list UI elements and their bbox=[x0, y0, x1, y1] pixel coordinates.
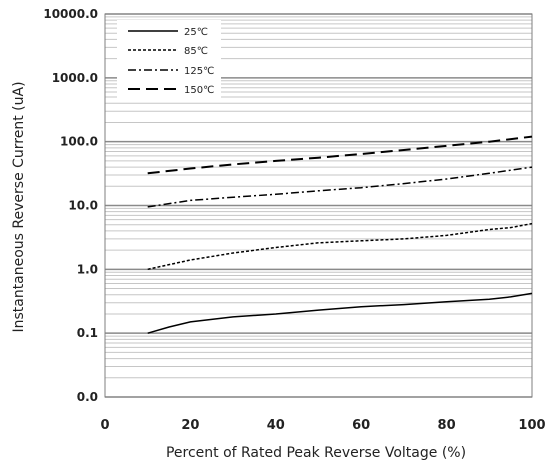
x-tick-label: 0 bbox=[100, 418, 109, 433]
series-line-3 bbox=[147, 135, 533, 175]
y-axis-ticks: 0.0 0.1 1.0 10.0 100.0 1000.0 10000.0 bbox=[43, 7, 98, 404]
y-tick-label: 0.1 bbox=[77, 326, 98, 340]
x-tick-label: 40 bbox=[267, 418, 285, 433]
minor-gridlines bbox=[105, 16, 532, 379]
legend-label-150c: 150℃ bbox=[184, 85, 214, 96]
legend-label-25c: 25℃ bbox=[184, 27, 208, 38]
y-tick-label: 10.0 bbox=[68, 199, 98, 213]
series-line-0 bbox=[147, 292, 533, 334]
series-line-2 bbox=[147, 166, 533, 208]
legend-box bbox=[117, 20, 221, 100]
y-tick-label: 100.0 bbox=[60, 135, 98, 149]
y-axis-label: Instantaneous Reverse Current (uA) bbox=[11, 81, 27, 332]
x-tick-label: 60 bbox=[352, 418, 370, 433]
legend: 25℃ 85℃ 125℃ 150℃ bbox=[117, 20, 221, 100]
legend-label-125c: 125℃ bbox=[184, 66, 214, 77]
y-tick-label: 10000.0 bbox=[43, 7, 98, 21]
x-tick-label: 20 bbox=[181, 418, 199, 433]
y-tick-label: 1000.0 bbox=[52, 71, 98, 85]
y-tick-label: 1.0 bbox=[77, 262, 98, 276]
y-tick-label: 0.0 bbox=[77, 390, 98, 404]
legend-label-85c: 85℃ bbox=[184, 46, 208, 57]
series-layer bbox=[147, 135, 533, 334]
x-axis-ticks: 0 20 40 60 80 100 bbox=[100, 418, 545, 433]
x-tick-label: 80 bbox=[438, 418, 456, 433]
plot-frame bbox=[104, 13, 533, 398]
x-axis-label: Percent of Rated Peak Reverse Voltage (%… bbox=[166, 445, 466, 461]
x-tick-label: 100 bbox=[518, 418, 545, 433]
series-line-1 bbox=[147, 222, 533, 271]
